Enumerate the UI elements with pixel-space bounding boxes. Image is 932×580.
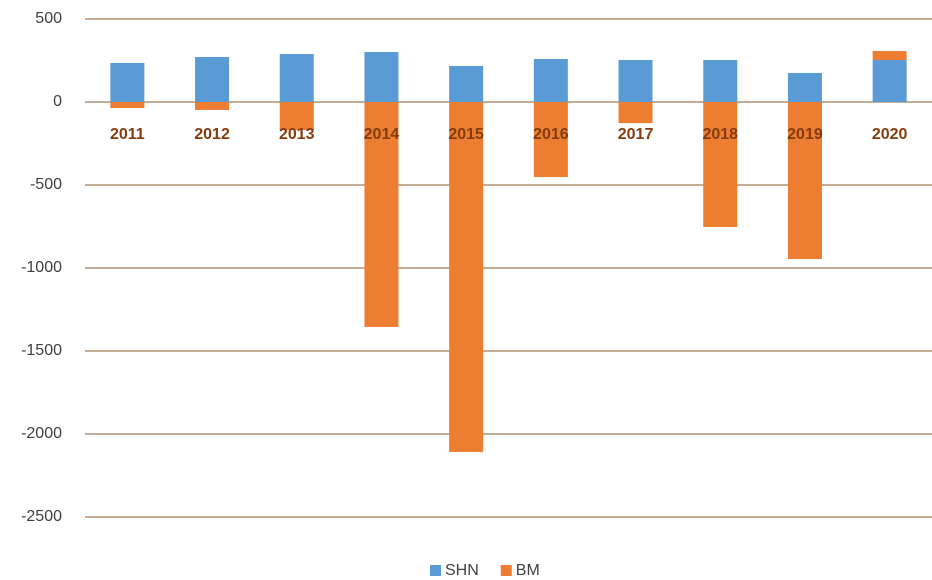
bar <box>110 62 145 102</box>
x-tick-label: 2019 <box>787 126 823 143</box>
x-tick-label: 2016 <box>533 126 569 143</box>
bar <box>787 102 822 260</box>
bar <box>449 65 484 102</box>
bar <box>872 51 907 61</box>
bar <box>110 102 145 108</box>
bar <box>195 102 230 110</box>
bar <box>618 102 653 124</box>
bar <box>533 59 568 102</box>
x-tick-label: 2011 <box>110 126 145 143</box>
bar <box>195 57 230 102</box>
bar <box>364 52 399 102</box>
y-tick-label: -1000 <box>21 259 62 276</box>
y-tick-label: -1500 <box>21 342 62 359</box>
x-tick-label: 2018 <box>702 126 738 143</box>
x-tick-label: 2013 <box>279 126 315 143</box>
bar <box>618 60 653 102</box>
bar <box>872 60 907 102</box>
bar <box>364 102 399 327</box>
y-tick-label: 0 <box>53 93 62 110</box>
bar <box>279 54 314 102</box>
bar <box>703 60 738 102</box>
bar <box>279 102 314 131</box>
legend-swatch <box>500 565 512 576</box>
y-tick-label: -2000 <box>21 425 62 442</box>
x-tick-label: 2014 <box>364 126 400 143</box>
x-tick-label: 2020 <box>872 126 908 143</box>
legend-label: BM <box>516 562 540 579</box>
x-tick-label: 2015 <box>448 126 484 143</box>
x-tick-label: 2012 <box>194 126 230 143</box>
y-tick-label: -2500 <box>21 508 62 525</box>
legend-swatch <box>430 565 441 576</box>
y-tick-label: 500 <box>35 10 62 27</box>
bar <box>703 102 738 227</box>
x-tick-label: 2017 <box>618 126 654 143</box>
bar <box>533 102 568 178</box>
bar <box>449 102 484 452</box>
bar <box>787 72 822 102</box>
legend-label: SHN <box>445 562 479 579</box>
y-tick-label: -500 <box>30 176 62 193</box>
